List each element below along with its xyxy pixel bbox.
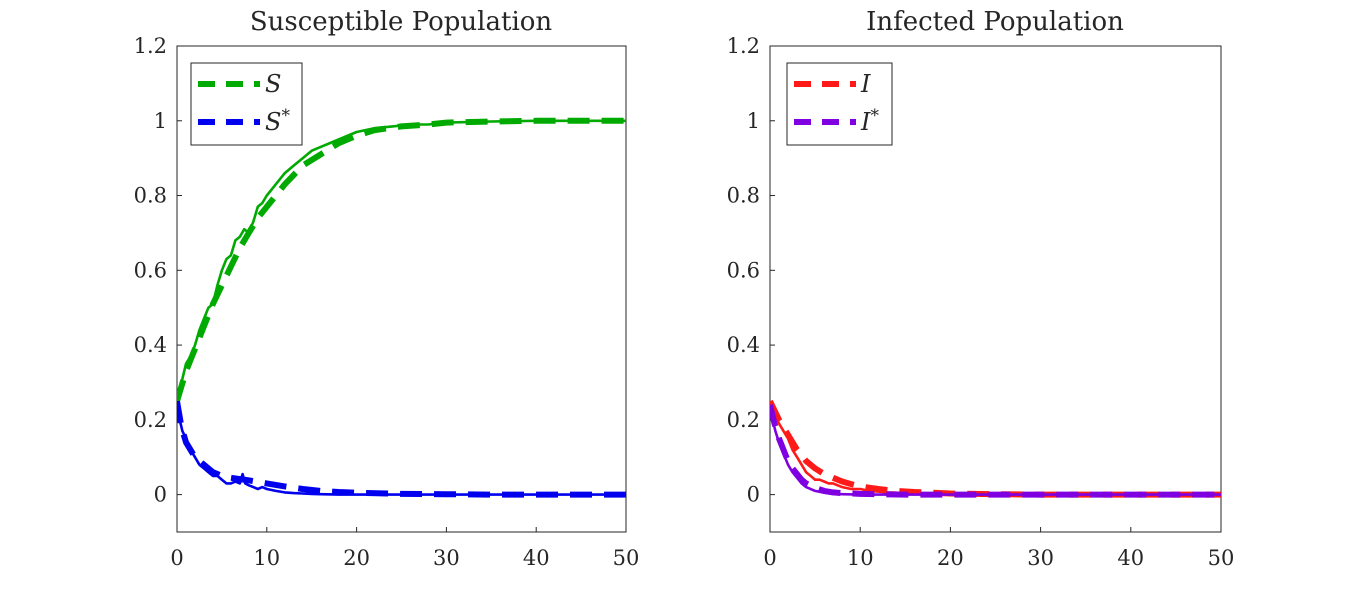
series-line-sim-3 [177, 401, 626, 496]
x-tick-label: 0 [170, 546, 183, 570]
x-tick-label: 40 [523, 546, 550, 570]
y-tick-label: 1.2 [727, 34, 760, 58]
x-tick-label: 50 [613, 546, 640, 570]
infected-population-panel: Infected Population 0 10 20 30 40 50 00.20.40… [727, 7, 1235, 570]
legend-box [190, 62, 303, 146]
legend-label-i-star-sup: * [870, 106, 879, 126]
x-tick-label: 10 [253, 546, 280, 570]
legend-label-i-text: I [860, 70, 871, 98]
x-axis: 0 10 20 30 40 50 [170, 527, 639, 570]
series-line-i-star [770, 404, 1221, 498]
chart-title: Infected Population [866, 7, 1124, 37]
y-tick-label: 0 [747, 483, 760, 507]
legend-label-i-star: I* [860, 106, 879, 136]
y-tick-label: 0.4 [134, 333, 167, 357]
axes-box [769, 45, 1222, 533]
x-tick-label: 50 [1208, 546, 1235, 570]
legend-label-i: I [860, 70, 871, 98]
y-tick-label: 1 [747, 109, 760, 133]
x-axis: 0 10 20 30 40 50 [763, 527, 1234, 570]
y-tick-label: 0.6 [727, 258, 760, 282]
legend: I I* [786, 62, 893, 146]
y-tick-label: 0.2 [727, 408, 760, 432]
x-tick-label: 0 [763, 546, 776, 570]
y-tick-label: 0.2 [134, 408, 167, 432]
x-tick-label: 10 [847, 546, 874, 570]
legend-label-s-star-text: S [265, 108, 281, 136]
legend-box [786, 62, 893, 146]
x-tick-label: 30 [433, 546, 460, 570]
legend-label-s: S [265, 70, 281, 98]
legend-label-i-star-text: I [860, 108, 871, 136]
series-line-sim-3 [770, 404, 1221, 496]
legend: S S* [190, 62, 303, 146]
x-tick-label: 20 [937, 546, 964, 570]
y-tick-label: 0.4 [727, 333, 760, 357]
x-tick-label: 30 [1027, 546, 1054, 570]
legend-label-s-star: S* [265, 106, 290, 136]
series-line-sim-1 [177, 119, 626, 402]
susceptible-population-panel: Susceptible Population 0 10 20 30 40 50 00.20… [134, 7, 640, 570]
x-tick-label: 40 [1117, 546, 1144, 570]
y-tick-label: 0.8 [727, 184, 760, 208]
legend-label-s-star-sup: * [281, 106, 290, 126]
y-tick-label: 1.2 [134, 34, 167, 58]
series-group [770, 399, 1221, 498]
series-group [177, 117, 626, 498]
y-tick-label: 0.8 [134, 184, 167, 208]
y-tick-label: 1 [154, 109, 167, 133]
y-axis: 0 0.2 0.4 0.6 0.8 1 1.2 [134, 34, 182, 507]
series-line-i [770, 399, 1221, 498]
series-line-s [177, 117, 626, 403]
axes-box [176, 45, 627, 533]
legend-label-s-text: S [265, 70, 281, 98]
y-tick-label: 0.6 [134, 258, 167, 282]
y-tick-label: 0 [154, 483, 167, 507]
chart-title: Susceptible Population [250, 7, 553, 37]
x-tick-label: 20 [343, 546, 370, 570]
y-axis: 0 0.2 0.4 0.6 0.8 1 1.2 [727, 34, 775, 507]
